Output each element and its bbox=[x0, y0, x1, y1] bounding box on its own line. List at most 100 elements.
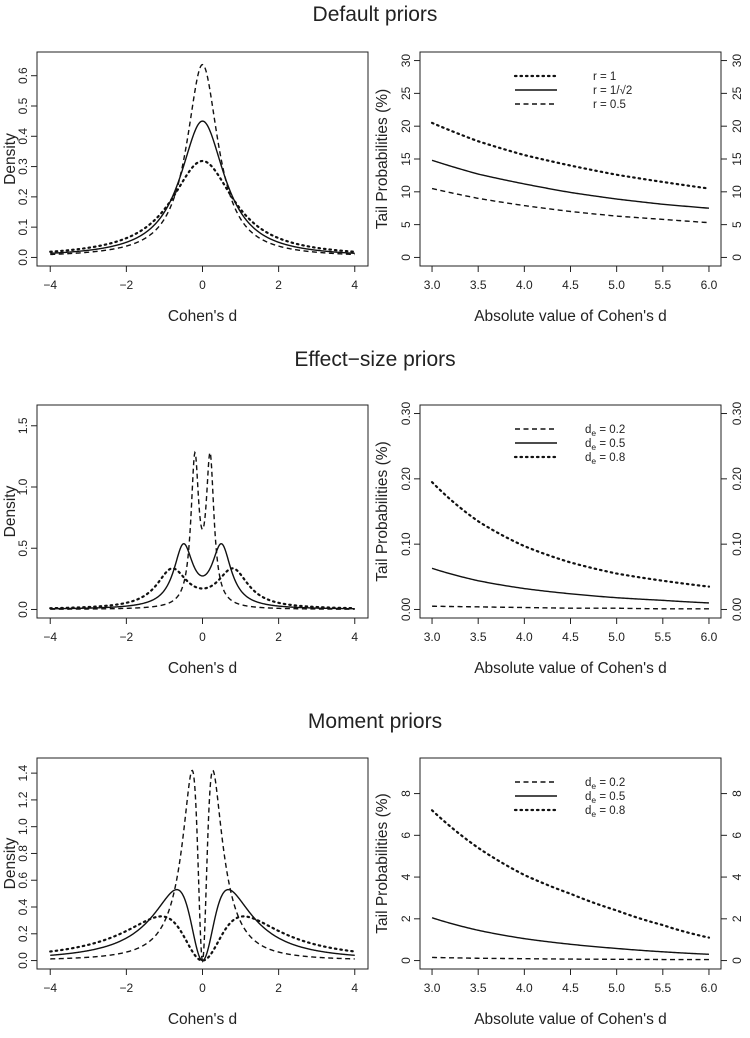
x-tick-label: −4 bbox=[43, 630, 57, 644]
plot-frame bbox=[36, 757, 369, 970]
x-tick-label: 5.5 bbox=[654, 630, 671, 644]
y-axis-label: Density bbox=[2, 837, 19, 889]
y-tick-label-left: 0.20 bbox=[399, 467, 413, 491]
density-curve bbox=[49, 159, 356, 253]
density-curve bbox=[49, 567, 356, 610]
y-tick-label-right: 0.00 bbox=[730, 597, 744, 621]
y-tick-label-right: 8 bbox=[730, 790, 744, 797]
legend-label: r = 0.5 bbox=[593, 99, 626, 111]
y-tick-label: 1.0 bbox=[16, 818, 30, 835]
y-tick-label-right: 4 bbox=[730, 873, 744, 880]
plot-frame bbox=[419, 51, 722, 267]
y-tick-label-right: 0.20 bbox=[730, 467, 744, 491]
x-axis-label: Cohen's d bbox=[168, 1011, 237, 1028]
x-tick-label: −4 bbox=[43, 981, 57, 995]
y-tick-label: 0.0 bbox=[16, 601, 30, 618]
y-tick-label-left: 0.30 bbox=[399, 402, 413, 426]
x-axis-label: Absolute value of Cohen's d bbox=[474, 660, 667, 677]
tail-curve bbox=[430, 481, 711, 588]
y-tick-label-left: 20 bbox=[399, 119, 413, 133]
plot-frame bbox=[419, 757, 722, 970]
density-curve bbox=[50, 63, 355, 256]
density-curve bbox=[50, 769, 355, 964]
density-curve bbox=[50, 888, 355, 962]
x-tick-label: 3.0 bbox=[424, 278, 441, 292]
row-title: Effect−size priors bbox=[294, 348, 455, 371]
legend-label: r = 1/√2 bbox=[593, 84, 632, 97]
x-tick-label: 2 bbox=[275, 278, 282, 292]
x-tick-label: 3.5 bbox=[470, 630, 487, 644]
x-tick-label: 0 bbox=[199, 630, 206, 644]
y-tick-label-right: 6 bbox=[730, 832, 744, 839]
y-tick-label: 0.5 bbox=[16, 540, 30, 557]
y-tick-label: 0.0 bbox=[16, 952, 30, 969]
y-tick-label-right: 10 bbox=[730, 185, 744, 199]
y-tick-label-left: 4 bbox=[399, 873, 413, 880]
y-tick-label: 1.2 bbox=[16, 791, 30, 808]
y-axis-label: Density bbox=[2, 133, 19, 185]
y-tick-label: 1.4 bbox=[16, 764, 30, 781]
density-panel: −4 −2 0 2 4 0.0 0.5 1.0 1.5 Cohen's d Density bbox=[2, 404, 369, 677]
x-tick-label: 5.0 bbox=[608, 278, 625, 292]
legend-label: de = 0.2 bbox=[585, 424, 625, 438]
x-tick-label: 4 bbox=[351, 630, 358, 644]
plot-frame bbox=[36, 51, 369, 267]
y-tick-label-left: 0.00 bbox=[399, 597, 413, 621]
x-tick-label: 6.0 bbox=[701, 630, 718, 644]
x-tick-label: 4 bbox=[351, 278, 358, 292]
legend-label: de = 0.8 bbox=[585, 805, 625, 819]
plot-frame bbox=[36, 404, 369, 619]
tail-curve bbox=[430, 809, 711, 939]
y-tick-label: 1.5 bbox=[16, 417, 30, 434]
x-tick-label: 0 bbox=[199, 278, 206, 292]
x-tick-label: 6.0 bbox=[701, 278, 718, 292]
y-tick-label: 0.1 bbox=[16, 218, 30, 235]
y-tick-label-right: 2 bbox=[730, 915, 744, 922]
y-tick-label-right: 20 bbox=[730, 119, 744, 133]
y-tick-label: 0.8 bbox=[16, 845, 30, 862]
x-tick-label: 4.5 bbox=[562, 981, 579, 995]
y-tick-label-left: 25 bbox=[399, 86, 413, 100]
y-tick-label-left: 0 bbox=[399, 957, 413, 964]
tail-curve bbox=[431, 187, 710, 224]
y-tick-label-right: 5 bbox=[730, 221, 744, 228]
tail-curve bbox=[431, 159, 710, 209]
y-axis-label: Tail Probabilities (%) bbox=[374, 793, 391, 933]
x-tick-label: 0 bbox=[199, 981, 206, 995]
y-tick-label: 0.6 bbox=[16, 67, 30, 84]
density-curve bbox=[50, 543, 355, 610]
row-title: Moment priors bbox=[308, 710, 442, 733]
tail-curve bbox=[431, 567, 709, 604]
y-tick-label-left: 2 bbox=[399, 915, 413, 922]
tail-curve bbox=[431, 917, 709, 955]
y-axis-label: Tail Probabilities (%) bbox=[374, 89, 391, 229]
legend-label: r = 1 bbox=[593, 71, 616, 83]
y-tick-label-left: 8 bbox=[399, 790, 413, 797]
x-tick-label: −4 bbox=[43, 278, 57, 292]
row-title: Default priors bbox=[313, 3, 438, 26]
y-tick-label: 0.0 bbox=[16, 249, 30, 266]
y-tick-label-left: 15 bbox=[399, 152, 413, 166]
tail-curve bbox=[432, 956, 709, 961]
x-tick-label: 3.5 bbox=[470, 278, 487, 292]
density-panel: −4 −2 0 2 4 0.0 0.2 0.4 0.6 0.8 1.0 1.2 1.4 Cohen's d… bbox=[2, 757, 369, 1028]
y-tick-label-right: 0.10 bbox=[730, 532, 744, 556]
density-curve bbox=[50, 450, 355, 610]
y-tick-label: 0.4 bbox=[16, 898, 30, 915]
x-tick-label: 4.0 bbox=[516, 278, 533, 292]
y-tick-label-left: 30 bbox=[399, 54, 413, 68]
density-curve bbox=[50, 120, 355, 255]
x-tick-label: 2 bbox=[275, 981, 282, 995]
tail-curve bbox=[430, 121, 711, 190]
x-tick-label: 5.0 bbox=[608, 981, 625, 995]
y-tick-label: 0.4 bbox=[16, 128, 30, 145]
y-tick-label: 1.0 bbox=[16, 478, 30, 495]
y-tick-label-right: 30 bbox=[730, 54, 744, 68]
y-tick-label: 0.2 bbox=[16, 188, 30, 205]
y-tick-label-right: 0 bbox=[730, 957, 744, 964]
y-tick-label-right: 15 bbox=[730, 152, 744, 166]
tail-panel: 3.0 3.5 4.0 4.5 5.0 5.5 6.0 0.00 0.00 0.10 0.10 0.2… bbox=[374, 402, 744, 677]
y-axis-label: Density bbox=[2, 485, 19, 537]
tail-curve bbox=[432, 605, 709, 610]
